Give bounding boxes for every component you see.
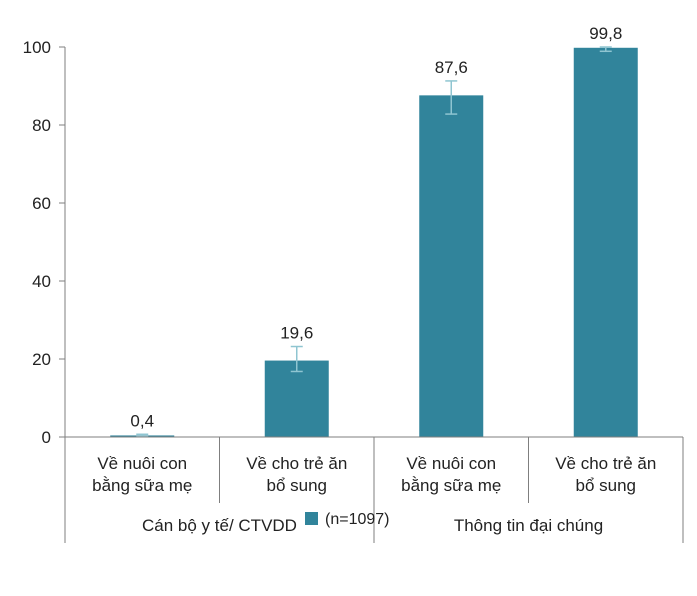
x-axis: Về nuôi con bằng sữa mẹ Về cho trẻ ăn bổ su… — [64, 436, 684, 543]
y-tick-label: 100 — [23, 38, 51, 57]
bar-3 — [419, 95, 484, 438]
data-label-4: 99,8 — [589, 24, 622, 43]
bar-4 — [573, 47, 638, 437]
y-tick-label: 80 — [32, 116, 51, 135]
y-tick-label: 0 — [42, 428, 51, 447]
bars — [110, 47, 638, 438]
x-group-label: Cán bộ y tế/ CTVDD — [142, 516, 297, 535]
legend-swatch — [305, 512, 318, 525]
legend: (n=1097) — [305, 511, 390, 528]
y-tick-label: 40 — [32, 272, 51, 291]
legend-label-n1097: (n=1097) — [325, 511, 390, 528]
x-group-label: Thông tin đại chúng — [454, 516, 603, 535]
x-category-label: bổ sung — [576, 476, 637, 495]
data-labels: 0,4 19,6 87,6 99,8 — [130, 24, 622, 430]
data-label-1: 0,4 — [130, 411, 154, 430]
x-category-label: bằng sữa mẹ — [92, 476, 192, 495]
bar-2 — [264, 360, 329, 437]
y-axis: 0 20 40 60 80 100 — [23, 38, 66, 447]
x-category-label: Về cho trẻ ăn — [555, 454, 656, 473]
error-bar-4 — [599, 46, 612, 53]
y-tick-label: 20 — [32, 350, 51, 369]
x-category-label: bằng sữa mẹ — [401, 476, 501, 495]
x-category-label: Về nuôi con — [406, 454, 496, 473]
x-category-label: Về cho trẻ ăn — [246, 454, 347, 473]
x-category-label: Về nuôi con — [97, 454, 187, 473]
error-bar-3 — [445, 80, 458, 115]
x-category-label: bổ sung — [267, 476, 328, 495]
data-label-3: 87,6 — [435, 58, 468, 77]
error-bars — [136, 46, 612, 438]
y-tick-label: 60 — [32, 194, 51, 213]
data-label-2: 19,6 — [280, 324, 313, 343]
error-bar-2 — [290, 345, 303, 373]
